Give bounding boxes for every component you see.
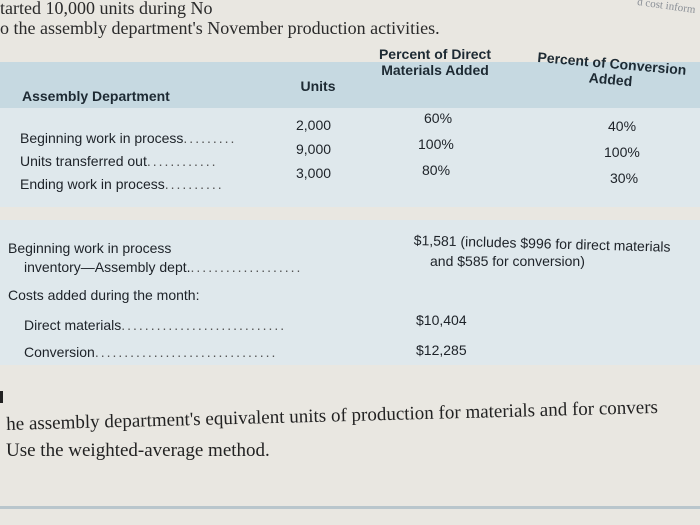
bwip-value-line-1: $1,581 (includes $996 for direct materia… xyxy=(413,232,671,255)
row-conversion: 40% xyxy=(608,118,637,134)
conversion-text: Conversion xyxy=(24,344,95,360)
col-header-materials-line-1: Percent of Direct xyxy=(378,46,492,62)
production-table: Units Percent of Direct Materials Added … xyxy=(0,46,700,207)
row-leader-dots: ............ xyxy=(146,153,218,169)
row-label-text: Units transferred out xyxy=(20,153,147,169)
row-materials: 60% xyxy=(424,110,453,126)
row-materials: 80% xyxy=(422,162,451,178)
table-header-band xyxy=(0,62,700,108)
row-leader-dots: .......... xyxy=(164,176,224,192)
conversion-leader-dots: ............................... xyxy=(94,344,278,360)
row-materials: 100% xyxy=(418,136,454,152)
margin-marker xyxy=(0,391,3,403)
row-units: 3,000 xyxy=(296,165,332,181)
col-header-materials-line-2: Materials Added xyxy=(381,62,489,78)
direct-materials-leader-dots: ............................ xyxy=(121,317,287,333)
bwip-label-text: inventory—Assembly dept. xyxy=(24,259,191,275)
row-label-text: Ending work in process xyxy=(20,176,165,192)
question-line-1: he assembly department's equivalent unit… xyxy=(6,396,659,435)
page-bottom-rule xyxy=(0,506,700,509)
bwip-label-line-1: Beginning work in process xyxy=(8,240,172,256)
row-units: 2,000 xyxy=(296,117,332,133)
col-header-units: Units xyxy=(300,78,336,94)
row-conversion: 100% xyxy=(604,144,640,160)
intro-text-line-2: o the assembly department's November pro… xyxy=(0,18,440,38)
section-title: Assembly Department xyxy=(22,88,170,104)
bwip-label-line-2: inventory—Assembly dept.................… xyxy=(24,259,302,275)
direct-materials-label: Direct materials........................… xyxy=(24,317,286,333)
intro-text-line-1: tarted 10,000 units during No xyxy=(0,0,213,18)
conversion-value: $12,285 xyxy=(416,342,467,358)
bwip-leader-dots: ................... xyxy=(190,259,303,275)
table-row-label: Beginning work in process......... xyxy=(20,130,236,146)
direct-materials-text: Direct materials xyxy=(24,317,122,333)
corner-note: d cost inform xyxy=(636,0,697,17)
table-row-label: Ending work in process.......... xyxy=(20,176,224,192)
col-header-materials: Percent of Direct Materials Added xyxy=(355,46,515,78)
costs-table: Beginning work in process inventory—Asse… xyxy=(0,220,700,365)
row-units: 9,000 xyxy=(296,141,332,157)
costs-added-label: Costs added during the month: xyxy=(8,287,200,303)
row-conversion: 30% xyxy=(610,170,639,186)
conversion-label: Conversion..............................… xyxy=(24,344,277,360)
row-leader-dots: ......... xyxy=(183,130,237,146)
direct-materials-value: $10,404 xyxy=(416,312,467,328)
bwip-value-line-2: and $585 for conversion) xyxy=(430,253,585,269)
table-row-label: Units transferred out............ xyxy=(20,153,218,169)
row-label-text: Beginning work in process xyxy=(20,130,184,146)
question-line-2: Use the weighted-average method. xyxy=(6,440,270,461)
